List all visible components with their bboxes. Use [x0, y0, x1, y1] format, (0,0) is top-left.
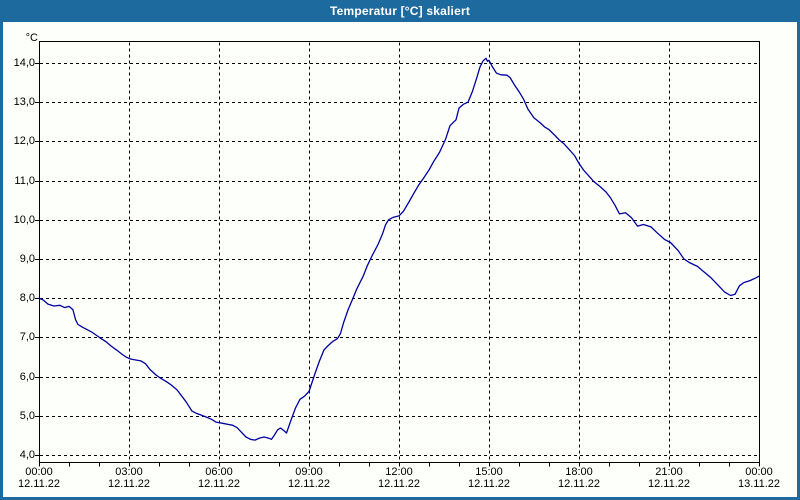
x-tick-time-label: 15:00 — [475, 466, 503, 478]
x-tick-date-label: 12.11.22 — [17, 478, 60, 490]
y-axis-unit-label: °C — [25, 32, 38, 44]
y-tick-label: 10,0 — [13, 214, 35, 226]
x-tick-date-label: 12.11.22 — [647, 478, 690, 490]
x-tick-time-label: 18:00 — [565, 466, 593, 478]
y-tick-label: 9,0 — [19, 253, 35, 265]
x-tick-date-label: 13.11.22 — [737, 478, 780, 490]
chart-content: °C 14,0 13,0 12,0 11,0 10,0 9,0 8,0 7,0 6,0 5,0 4,… — [3, 22, 797, 497]
x-tick-time-label: 00:00 — [25, 466, 53, 478]
x-tick-date-label: 12.11.22 — [197, 478, 240, 490]
x-tick-time-label: 12:00 — [385, 466, 413, 478]
x-tick-time-label: 00:00 — [745, 466, 773, 478]
y-tick-label: 5,0 — [19, 410, 35, 422]
x-tick-time-label: 06:00 — [205, 466, 233, 478]
y-tick-label: 7,0 — [19, 331, 35, 343]
temperature-line — [38, 57, 760, 441]
x-tick-date-label: 12.11.22 — [107, 478, 150, 490]
title-bar: Temperatur [°C] skaliert — [0, 0, 800, 22]
y-tick-label: 12,0 — [13, 135, 35, 147]
window-title: Temperatur [°C] skaliert — [329, 4, 471, 18]
x-tick-date-label: 12.11.22 — [557, 478, 600, 490]
y-tick-label: 6,0 — [19, 371, 35, 383]
x-tick-time-label: 03:00 — [115, 466, 143, 478]
x-tick-date-label: 12.11.22 — [287, 478, 330, 490]
plot-area — [35, 41, 760, 467]
x-tick-date-label: 12.11.22 — [377, 478, 420, 490]
y-tick-label: 8,0 — [19, 292, 35, 304]
y-tick-label: 13,0 — [13, 96, 35, 108]
y-tick-label: 4,0 — [19, 449, 35, 461]
plot-border — [39, 41, 760, 463]
y-tick-label: 11,0 — [14, 175, 35, 187]
y-tick-label: 14,0 — [13, 57, 35, 69]
x-tick-date-label: 12.11.22 — [467, 478, 510, 490]
x-tick-time-label: 21:00 — [655, 466, 683, 478]
x-tick-time-label: 09:00 — [295, 466, 323, 478]
